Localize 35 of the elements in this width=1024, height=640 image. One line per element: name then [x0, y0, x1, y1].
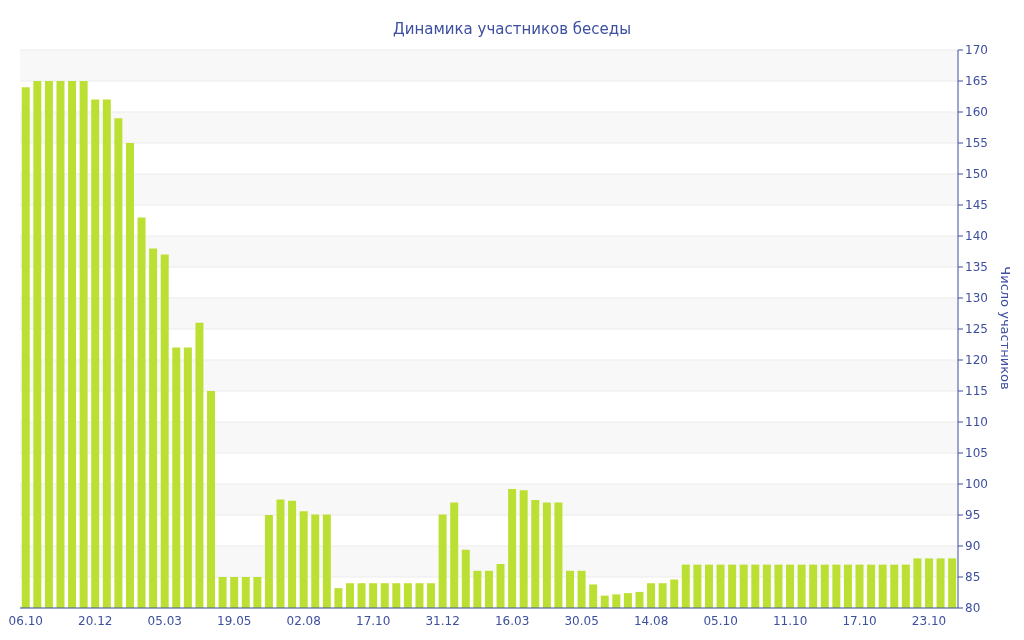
x-tick-label: 05.10 [703, 613, 738, 628]
y-tick-label: 130 [965, 291, 988, 306]
y-tick-label: 145 [965, 198, 988, 213]
y-tick-label: 155 [965, 136, 988, 151]
x-tick-label: 14.08 [633, 613, 669, 628]
y-tick-label: 120 [965, 353, 988, 368]
x-tick-label: 20.12 [78, 613, 113, 628]
y-axis-title: Число участников [997, 266, 1013, 390]
x-tick-label: 19.05 [217, 613, 252, 628]
y-tick-label: 115 [965, 384, 988, 399]
y-tick-label: 105 [965, 446, 988, 461]
x-tick-label: 17.10 [356, 613, 391, 628]
x-tick-label: 23.10 [911, 613, 947, 628]
x-tick-label: 06.10 [8, 613, 43, 628]
y-tick-label: 85 [965, 570, 981, 585]
x-tick-label: 31.12 [425, 613, 460, 628]
y-tick-label: 135 [965, 260, 988, 275]
y-tick-label: 125 [965, 322, 988, 337]
y-tick-label: 95 [965, 508, 981, 523]
y-tick-label: 80 [965, 601, 981, 616]
y-tick-label: 100 [965, 477, 988, 492]
x-tick-label: 02.08 [286, 613, 321, 628]
x-tick-label: 17.10 [842, 613, 877, 628]
x-tick-label: 05.03 [147, 613, 182, 628]
x-tick-label: 11.10 [772, 613, 808, 628]
y-tick-label: 150 [965, 167, 988, 182]
y-tick-label: 140 [965, 229, 988, 244]
x-tick-label: 16.03 [494, 613, 530, 628]
y-tick-label: 160 [965, 105, 988, 120]
y-tick-label: 110 [965, 415, 988, 430]
y-tick-label: 165 [965, 74, 988, 89]
x-tick-label: 30.05 [564, 613, 599, 628]
chart-title: Динамика участников беседы [391, 20, 632, 38]
y-tick-label: 90 [965, 539, 981, 554]
y-tick-label: 170 [965, 43, 988, 58]
